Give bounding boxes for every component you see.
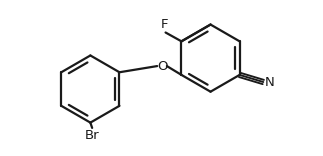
Text: O: O [157, 60, 167, 73]
Text: F: F [161, 18, 168, 31]
Text: N: N [265, 76, 275, 88]
Text: Br: Br [85, 129, 99, 142]
